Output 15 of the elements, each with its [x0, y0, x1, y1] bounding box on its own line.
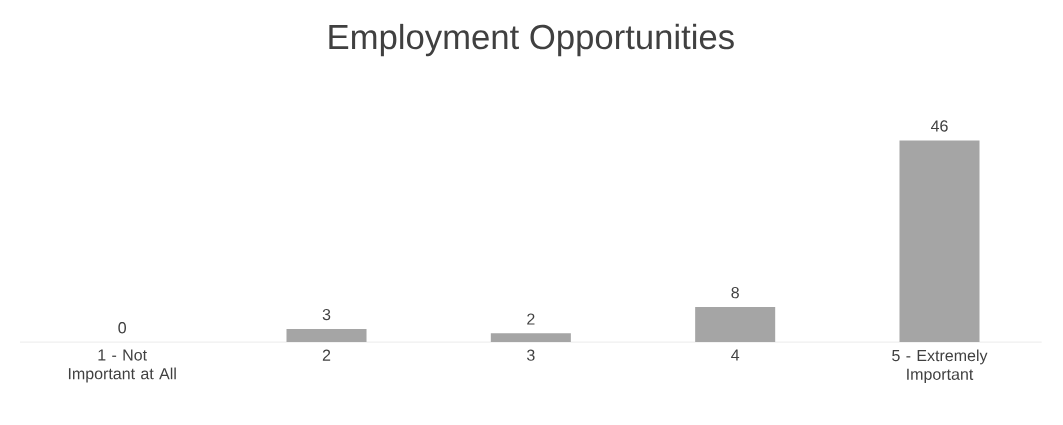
x-tick-label: 1 - Not Important at All: [68, 349, 176, 383]
bar: [899, 140, 980, 342]
data-label: 0: [118, 321, 127, 334]
x-tick-label: 3: [527, 349, 535, 361]
bar: [695, 306, 776, 342]
x-tick-label: 5 - Extremely Important: [892, 349, 988, 383]
chart-title: Employment Opportunities: [329, 23, 734, 56]
data-label: 46: [930, 120, 948, 132]
x-tick-label: 4: [731, 349, 740, 361]
bar: [286, 328, 367, 342]
data-label: 3: [322, 308, 331, 320]
data-label: 2: [527, 313, 535, 325]
x-tick-label: 2: [322, 349, 331, 361]
data-label: 8: [731, 286, 739, 299]
bar: [490, 333, 571, 342]
